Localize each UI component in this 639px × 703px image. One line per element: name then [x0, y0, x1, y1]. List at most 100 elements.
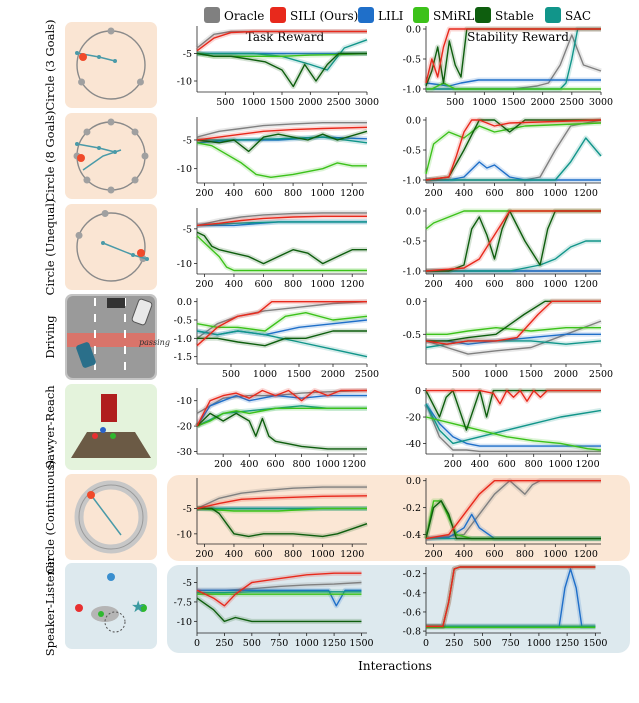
chart-6-0: 0 250 500 750 1000 1250 1500 -5 -7.5 -10	[174, 567, 374, 649]
scenario-icon-panel: ★	[65, 563, 157, 649]
scenario-icon-panel	[65, 204, 157, 290]
series-line	[196, 389, 367, 427]
task-circle	[76, 212, 146, 282]
row-5: Circle (Continuous)	[43, 460, 157, 574]
series-line	[196, 130, 368, 153]
y-tick-label: -1.0	[403, 176, 421, 187]
series-line	[425, 119, 601, 181]
y-tick-label: 0.0	[406, 207, 421, 218]
goal-dot	[83, 128, 91, 136]
x-tick-label: 600	[485, 549, 503, 560]
row-1: Circle (8 Goals)	[43, 110, 157, 202]
y-tick-label: -1.0	[403, 267, 421, 278]
legend-label: SAC	[565, 9, 591, 23]
x-tick-label: 200	[425, 549, 443, 560]
legend-swatch	[413, 7, 429, 23]
legend-item: Oracle	[204, 7, 264, 23]
other-car-icon	[131, 298, 153, 326]
icon-panel-bg	[65, 563, 157, 649]
series-band	[196, 328, 368, 360]
chart-1-0: 200 400 600 800 1000 1200 -5 -10	[177, 117, 368, 199]
goal-dot	[107, 118, 115, 126]
path-dot	[145, 257, 149, 261]
row-0: Circle (3 Goals)	[43, 19, 157, 111]
robot-path	[82, 149, 122, 171]
y-tick-label: -5	[183, 578, 192, 589]
legend-label: LILI	[378, 9, 404, 23]
scenario-icon-panel	[65, 384, 157, 470]
series-line	[197, 589, 362, 607]
y-tick-label: -0.5	[403, 55, 421, 66]
path-dot	[113, 59, 117, 63]
series-band	[196, 140, 367, 180]
legend-swatch	[204, 7, 220, 23]
y-tick-label: -10	[177, 617, 192, 628]
x-tick-label: 1200	[574, 188, 598, 199]
x-tick-label: 200	[195, 188, 213, 199]
y-tick-label: -5	[183, 49, 192, 60]
x-tick-label: 2000	[531, 97, 555, 108]
x-tick-label: 2000	[298, 97, 322, 108]
chart-3-1: 500 1000 1500 2000 2500 0.0 -0.5	[403, 297, 613, 380]
goal-dot	[141, 152, 149, 160]
x-tick-label: 200	[444, 459, 462, 470]
series-line	[196, 394, 367, 427]
row-band-speaker-listener	[167, 565, 630, 653]
x-tick-label: 2500	[560, 97, 584, 108]
series-line	[196, 142, 367, 179]
y-tick-label: -0.6	[403, 607, 421, 618]
x-tick-label: 1250	[322, 638, 346, 649]
series-line	[196, 572, 362, 607]
path-dot	[101, 241, 105, 245]
x-tick-label: 600	[485, 188, 503, 199]
scenario-icon-panel: passing	[65, 294, 170, 380]
row-6: Speaker-Listener ★	[43, 555, 157, 656]
x-tick-label: 1200	[575, 459, 599, 470]
series-line	[196, 312, 368, 332]
series-line	[197, 591, 362, 594]
chart-2-0: 200 400 600 800 1000 1200 -5 -10	[177, 208, 367, 290]
x-tick-label: 400	[240, 459, 258, 470]
series-line	[196, 235, 367, 272]
landmark-dot	[107, 573, 115, 581]
x-tick-label: 1000	[543, 188, 567, 199]
y-tick-label: 0.0	[406, 116, 421, 127]
legend-item: LILI	[358, 7, 404, 23]
path-dot	[131, 253, 135, 257]
chart-4-0: 200 400 600 800 1000 1200 -10 -20 -30	[177, 388, 368, 470]
speaker-region	[91, 606, 119, 622]
effector-dot	[100, 427, 106, 433]
series-line	[196, 407, 367, 427]
y-tick-label: -0.4	[403, 530, 421, 541]
x-tick-label: 1500	[270, 97, 294, 108]
scenario-icon-panel	[65, 113, 157, 199]
row-2: Circle (Unequal)	[43, 199, 157, 295]
y-tick-label: -1.0	[174, 334, 192, 345]
chart-0-1: 500 1000 1500 2000 2500 3000 0.0 -0.5 -1.0	[403, 25, 613, 109]
series-line	[426, 137, 602, 181]
chart-0-0: 500 1000 1500 2000 2500 3000 -5 -10	[177, 26, 379, 108]
chart-2-1: 200 400 600 800 1000 1200 0.0 -0.5 -1.0	[403, 207, 601, 290]
goal-dot	[107, 27, 115, 35]
x-tick-label: 1500	[583, 638, 607, 649]
y-tick-label: -7.5	[174, 597, 192, 608]
x-tick-label: 800	[284, 188, 302, 199]
legend: Oracle SILI (Ours) LILI SMiRL Stable SAC	[204, 7, 591, 23]
x-tick-label: 1000	[242, 97, 266, 108]
x-axis-label: Interactions	[358, 659, 432, 673]
goal-dot	[131, 128, 139, 136]
goal-dot	[107, 186, 115, 194]
series-line	[196, 507, 367, 512]
x-tick-label: 500	[216, 97, 234, 108]
goal-dot	[75, 231, 83, 239]
listener-region	[104, 611, 126, 633]
legend-item: Stable	[475, 7, 534, 23]
goal-dot	[92, 433, 98, 439]
path-dot	[97, 55, 101, 59]
x-tick-label: 1500	[519, 369, 543, 380]
x-tick-label: 400	[225, 188, 243, 199]
x-tick-label: 800	[284, 279, 302, 290]
series-line	[196, 495, 368, 510]
x-tick-label: 1000	[543, 279, 567, 290]
x-tick-label: 1000	[311, 279, 335, 290]
